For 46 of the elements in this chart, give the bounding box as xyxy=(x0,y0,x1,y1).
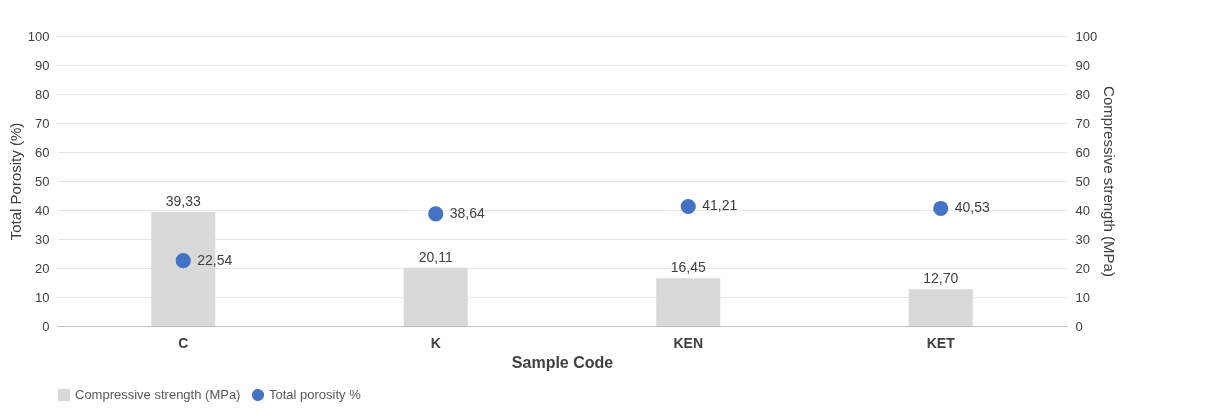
y-tick-label: 40 xyxy=(35,202,50,218)
y-tick-label: 80 xyxy=(35,86,50,102)
y2-tick-label: 60 xyxy=(1075,144,1090,160)
y2-tick-label: 10 xyxy=(1075,289,1090,305)
point xyxy=(175,253,191,269)
data-label: 12,70 xyxy=(923,270,959,287)
data-label: 40,53 xyxy=(954,199,990,216)
y2-tick-label: 40 xyxy=(1075,202,1090,218)
data-label: 22,54 xyxy=(197,251,233,268)
data-label: 39,33 xyxy=(165,192,201,209)
y-tick-label: 20 xyxy=(35,260,50,276)
point xyxy=(680,198,696,215)
bar xyxy=(908,289,973,326)
data-label: 16,45 xyxy=(670,259,706,276)
bar xyxy=(656,278,721,326)
point xyxy=(933,200,949,217)
y2-tick-label: 80 xyxy=(1075,86,1090,102)
y-tick-label: 90 xyxy=(35,57,50,73)
data-label: 38,64 xyxy=(449,204,485,221)
y-tick-label: 50 xyxy=(35,173,50,189)
data-label: 41,21 xyxy=(702,197,738,214)
x-tick-label: KEN xyxy=(673,334,704,351)
y2-tick-label: 20 xyxy=(1075,260,1090,276)
y2-tick-label: 0 xyxy=(1075,318,1083,334)
bar xyxy=(403,267,468,326)
x-tick-label: KET xyxy=(926,334,956,351)
y2-tick-label: 100 xyxy=(1075,28,1098,44)
y2-tick-label: 30 xyxy=(1075,231,1090,247)
y-tick-label: 60 xyxy=(35,144,50,160)
y-axis-title: Total Porosity (%) xyxy=(6,122,24,241)
y-tick-label: 30 xyxy=(35,231,50,247)
x-tick-label: K xyxy=(430,334,441,351)
y-tick-label: 10 xyxy=(35,289,50,305)
point xyxy=(428,206,444,222)
y-tick-label: 70 xyxy=(35,115,50,131)
legend-label: Total porosity % xyxy=(269,387,362,402)
y2-axis-title: Compressive strength (MPa) xyxy=(1101,86,1119,277)
y-tick-label: 100 xyxy=(27,28,50,44)
x-axis-title: Sample Code xyxy=(511,353,614,371)
x-tick-label: C xyxy=(178,334,189,351)
y2-tick-label: 50 xyxy=(1075,173,1090,189)
y2-tick-label: 90 xyxy=(1075,57,1090,73)
data-label: 20,11 xyxy=(418,248,453,265)
y-tick-label: 0 xyxy=(42,318,50,334)
y2-tick-label: 70 xyxy=(1075,115,1090,131)
legend-label: Compressive strength (MPa) xyxy=(75,387,241,402)
